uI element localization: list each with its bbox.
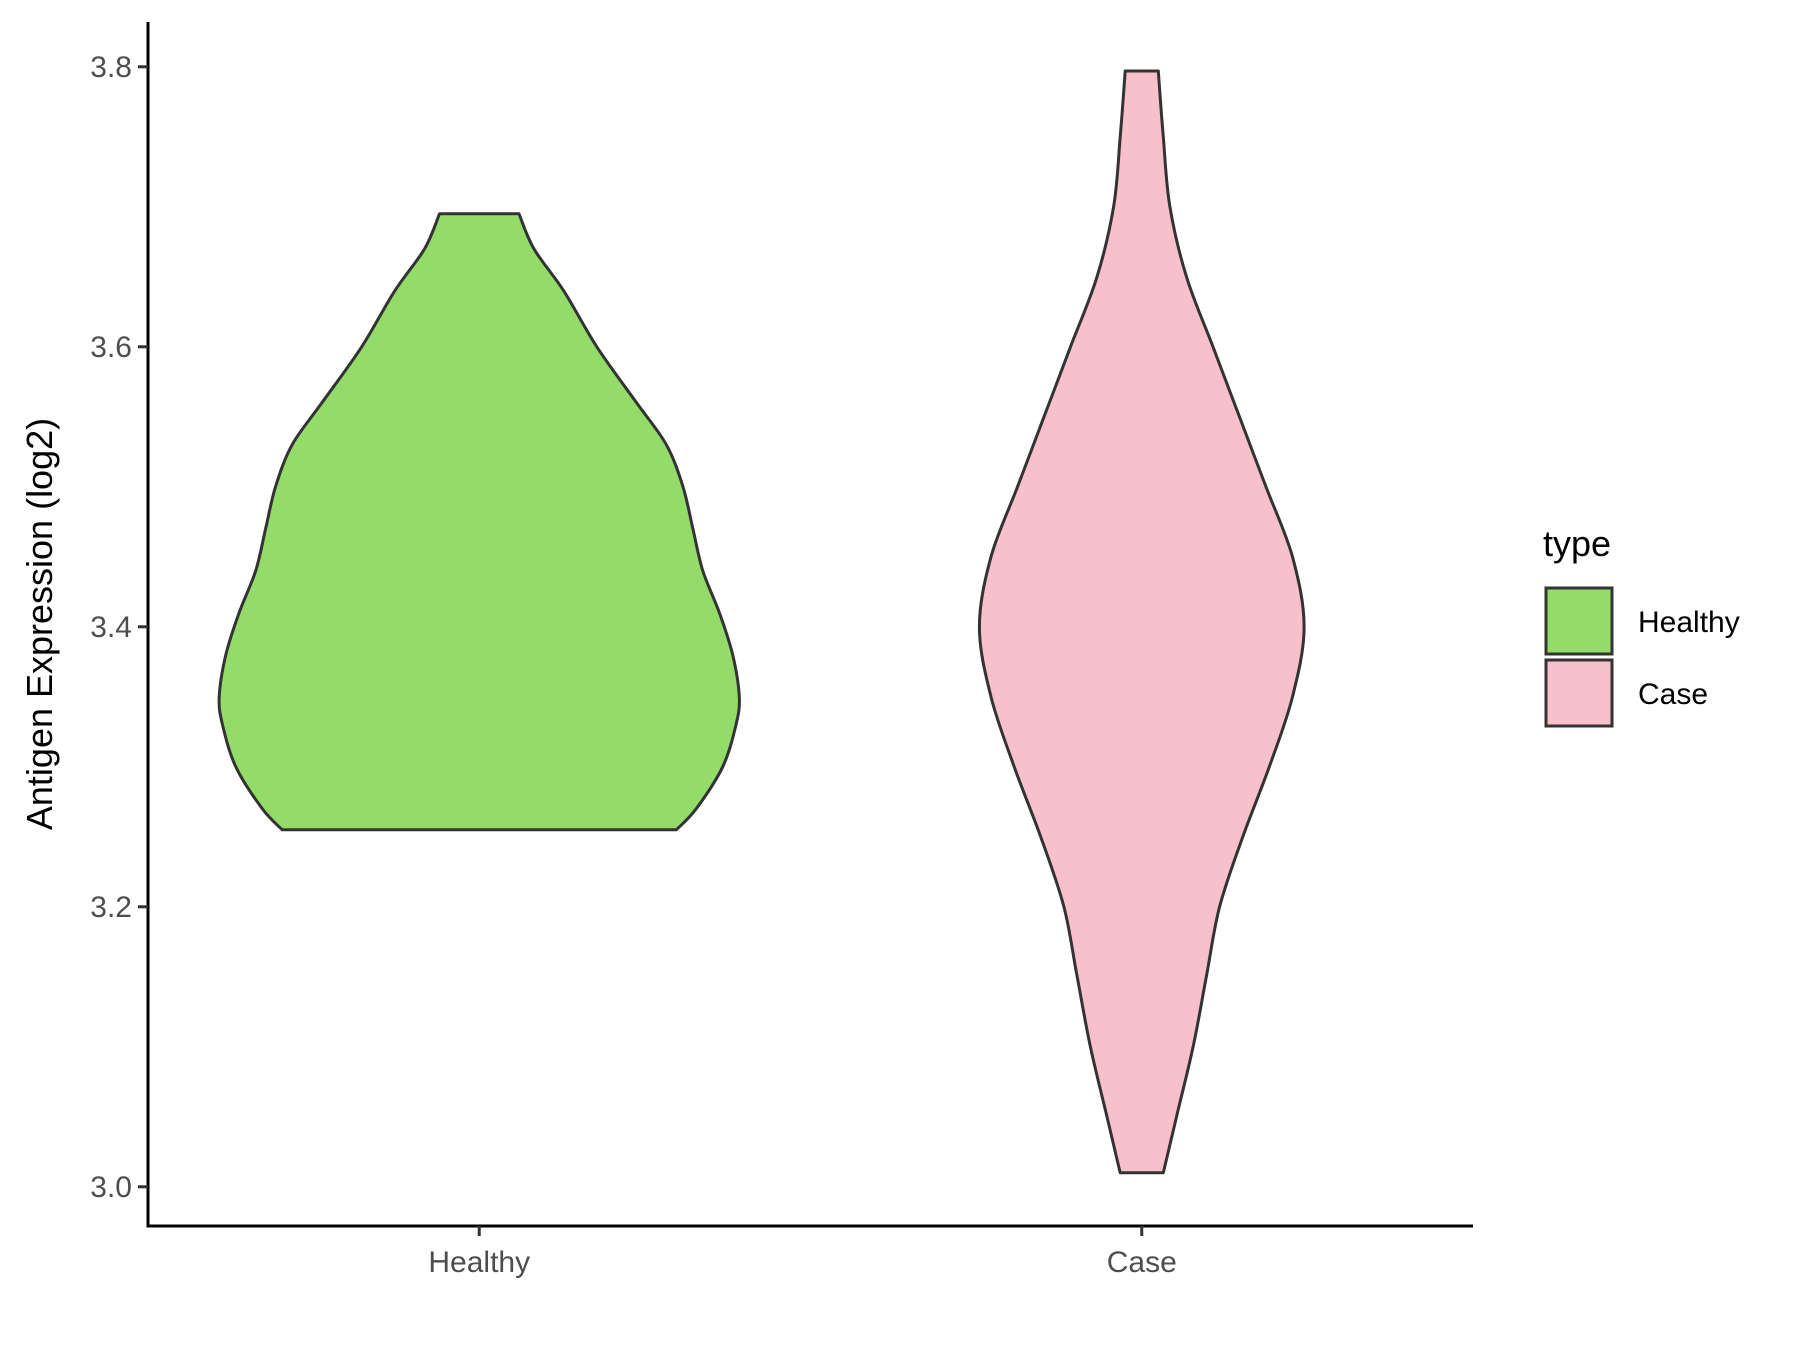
legend-entries: Healthy Case (1544, 586, 1740, 728)
y-tick-label: 3.2 (90, 891, 132, 924)
x-tick-label: Healthy (428, 1246, 530, 1279)
violins (217, 69, 1306, 1175)
legend-label-healthy: Healthy (1638, 606, 1740, 639)
legend: type Healthy Case (1543, 523, 1740, 728)
y-tick-label: 3.0 (90, 1171, 132, 1204)
violin-case (977, 69, 1306, 1175)
y-ticks: 3.0 3.2 3.4 3.6 3.8 (90, 51, 148, 1204)
y-tick-label: 3.8 (90, 51, 132, 84)
x-tick-label: Case (1107, 1246, 1177, 1279)
violin-healthy (217, 212, 741, 832)
legend-label-case: Case (1638, 678, 1708, 711)
legend-title: type (1543, 523, 1611, 564)
y-tick-label: 3.6 (90, 331, 132, 364)
legend-key-case (1544, 658, 1614, 728)
x-ticks: Healthy Case (428, 1226, 1177, 1279)
legend-key-healthy (1544, 586, 1614, 656)
y-axis-title: Antigen Expression (log2) (19, 418, 60, 830)
axes: 3.0 3.2 3.4 3.6 3.8 Healthy Case (90, 22, 1473, 1279)
y-tick-label: 3.4 (90, 611, 132, 644)
